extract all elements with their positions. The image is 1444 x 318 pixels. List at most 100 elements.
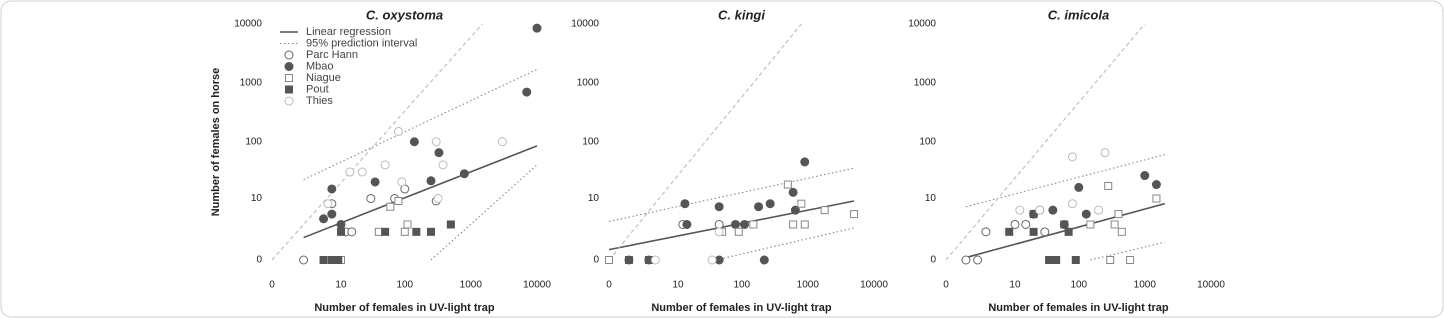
marker [380,160,390,170]
marker [1060,220,1069,229]
y-tick-label: 1000 [240,78,263,89]
legend-label: Niague [306,72,341,84]
marker [1094,205,1104,215]
marker [446,220,455,229]
marker [1029,227,1038,236]
marker [409,137,419,147]
legend-label: Linear regression [306,26,391,38]
panel: C. kingi Number of females in UV-light tr… [571,7,888,313]
x-tick-label: 10 [335,280,347,291]
legend-marker [285,74,293,82]
line-dashed [271,23,483,261]
marker [1117,227,1126,236]
y-tick-label: 100 [919,136,936,147]
panel-title: C. kingi [718,7,765,22]
marker [1035,205,1045,215]
marker [1110,220,1119,229]
marker [323,199,333,209]
marker [650,255,660,265]
marker [1152,194,1161,203]
marker [790,205,800,215]
marker [1015,205,1025,215]
marker [740,219,750,229]
legend-marker [284,96,294,106]
line-dotted [1090,241,1165,261]
panel: C. oxystoma Number of females in UV-light… [210,7,551,313]
panel: C. imicola Number of females in UV-light … [908,7,1225,313]
x-tick-label: 100 [733,280,750,291]
marker [1100,148,1110,158]
marker [707,255,717,265]
line-dotted [965,154,1165,208]
marker [783,180,792,189]
marker [386,202,395,211]
marker [327,184,337,194]
marker [961,255,971,265]
y-tick-label: 10 [251,193,263,204]
marker [730,219,740,229]
y-tick-label: 0 [930,255,936,266]
legend-marker [285,85,293,94]
marker [357,167,367,177]
marker [434,148,444,158]
marker [1045,256,1054,264]
marker [624,256,633,264]
marker [1052,256,1061,264]
legend-label: Parc Hann [306,49,358,61]
marker [973,255,983,265]
marker [426,227,435,236]
marker [522,87,532,97]
y-tick-label: 1000 [577,78,600,89]
x-axis-label: Number of females in UV-light trap [988,302,1169,314]
marker [1048,205,1058,215]
marker [366,194,376,204]
marker [299,255,309,265]
marker [1005,227,1014,236]
marker [759,255,769,265]
marker [347,227,357,237]
marker [426,176,436,186]
panel-title: C. oxystoma [366,7,443,22]
y-tick-label: 1000 [914,78,937,89]
marker [1029,210,1038,219]
x-tick-label: 10 [1009,280,1021,291]
marker [788,187,798,197]
y-tick-label: 10000 [908,19,936,30]
marker [327,209,337,219]
marker [1067,199,1077,209]
legend-label: Thies [306,95,333,107]
line-dashed [945,23,1146,261]
marker [754,202,764,212]
marker [981,227,991,237]
legend-label: Mbao [306,60,334,72]
marker [1021,219,1031,229]
x-axis-label: Number of females in UV-light trap [314,302,495,314]
marker [532,23,542,33]
marker [336,227,345,236]
marker [370,177,380,187]
x-tick-label: 0 [943,280,949,291]
marker [1114,210,1123,219]
marker [438,160,448,170]
marker [1140,171,1150,181]
marker [403,220,412,229]
y-tick-label: 10000 [234,19,262,30]
marker [1081,209,1091,219]
y-tick-label: 100 [245,136,262,147]
marker [1067,152,1077,162]
x-tick-label: 10000 [523,280,551,291]
marker [319,214,329,224]
marker [1064,227,1073,236]
y-tick-label: 10 [925,193,937,204]
marker [1074,182,1084,192]
marker [714,202,724,212]
marker [1010,219,1020,229]
y-tick-label: 10 [588,193,600,204]
marker [797,199,806,208]
marker [497,137,507,147]
legend-label: Pout [306,83,329,95]
legend-marker [284,62,294,71]
marker [397,177,407,187]
